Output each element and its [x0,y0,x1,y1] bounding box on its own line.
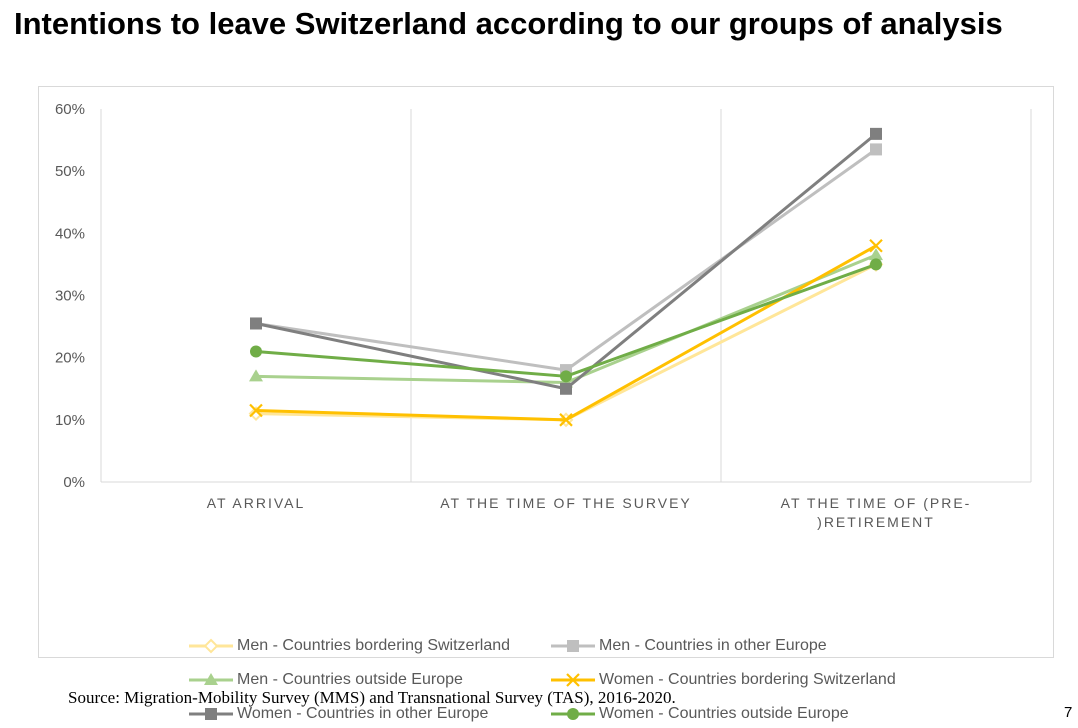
y-tick-label: 40% [55,225,85,242]
legend-item: Women - Countries outside Europe [551,703,849,725]
legend-item: Men - Countries outside Europe [189,669,463,691]
x-tick-label: AT ARRIVAL [207,495,306,511]
series-line [255,263,877,378]
data-point [250,345,262,358]
data-point [249,403,263,418]
legend-label: Women - Countries bordering Switzerland [599,671,896,688]
line-chart: 0% 10% 20% 30% 40% 50% 60% AT ARRIVAL AT THE TIM… [55,101,1032,530]
legend-swatch [551,673,595,687]
data-point [559,413,573,427]
legend-marker [567,708,579,720]
series-line [255,132,877,391]
series-6 [250,258,882,383]
legend-swatch [189,708,233,720]
legend-swatch [551,708,595,720]
legend-label: Men - Countries bordering Switzerland [237,637,511,654]
y-tick-label: 0% [63,474,85,491]
data-point [250,317,262,330]
legend-marker [203,638,219,654]
slide-title: Intentions to leave Switzerland accordin… [14,6,1003,41]
y-tick-label: 30% [55,288,85,305]
legend-item: Women - Countries in other Europe [189,703,488,725]
x-tick-label: AT THE TIME OF THE SURVEY [440,495,692,511]
legend-marker [567,640,579,652]
data-point [249,369,263,382]
series-line [255,148,877,372]
x-tick-label: AT THE TIME OF (PRE- [781,495,972,511]
data-point [869,238,883,253]
data-point [870,143,882,156]
y-tick-label: 10% [55,412,85,429]
y-tick-label: 50% [55,163,85,180]
legend-label: Men - Countries outside Europe [237,671,463,688]
source-note: Source: Migration-Mobility Survey (MMS) … [68,688,676,707]
legend-marker [205,708,217,720]
legend-item: Women - Countries bordering Switzerland [551,669,896,691]
legend-label: Men - Countries in other Europe [599,637,827,654]
chart-frame: 0% 10% 20% 30% 40% 50% 60% AT ARRIVAL AT THE TIM… [38,86,1054,722]
legend-swatch [189,673,233,685]
legend-swatch [551,640,595,652]
series-4 [249,238,883,427]
legend-item: Men - Countries in other Europe [551,635,827,657]
series-line [255,253,877,385]
x-tick-label: )RETIREMENT [817,514,935,530]
page-number: 7 [1064,704,1073,721]
series-5 [250,127,882,395]
y-tick-label: 20% [55,350,85,367]
data-point [560,382,572,395]
legend-item: Men - Countries bordering Switzerland [189,635,510,657]
legend-swatch [189,638,233,654]
data-point [869,248,883,261]
data-point [560,370,572,383]
legend-label: Women - Countries outside Europe [599,705,849,722]
legend-marker [566,673,580,687]
legend-label: Women - Countries in other Europe [237,705,489,722]
data-point [870,127,882,140]
data-point [870,258,882,271]
y-tick-label: 60% [55,101,85,118]
legend-marker [204,673,218,685]
